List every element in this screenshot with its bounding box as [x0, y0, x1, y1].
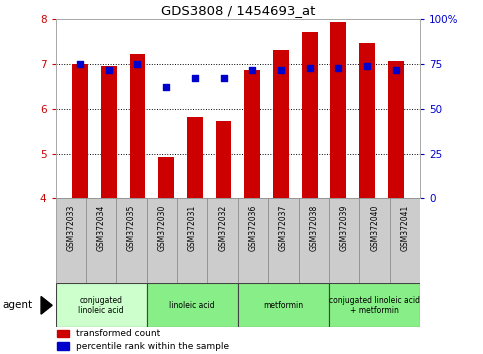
Bar: [56, 198, 86, 283]
Bar: [238, 283, 329, 327]
Text: GSM372035: GSM372035: [127, 205, 136, 251]
Bar: [57, 342, 69, 350]
Bar: [177, 198, 208, 283]
Bar: [238, 198, 268, 283]
Bar: [116, 198, 147, 283]
Bar: [215, 121, 231, 198]
Point: [363, 63, 371, 69]
Point: [306, 65, 313, 70]
Bar: [147, 283, 238, 327]
Text: conjugated linoleic acid
+ metformin: conjugated linoleic acid + metformin: [329, 296, 420, 315]
Point: [334, 65, 342, 70]
Bar: [268, 198, 298, 283]
Text: GSM372039: GSM372039: [340, 205, 349, 251]
Bar: [72, 64, 88, 198]
Bar: [57, 330, 69, 337]
Bar: [147, 198, 177, 283]
Bar: [244, 69, 260, 198]
Bar: [208, 198, 238, 283]
Bar: [388, 61, 404, 198]
Bar: [329, 198, 359, 283]
Point: [220, 76, 227, 81]
Bar: [158, 157, 174, 198]
Text: GSM372031: GSM372031: [188, 205, 197, 251]
Text: GSM372033: GSM372033: [66, 205, 75, 251]
Point: [277, 67, 285, 72]
Text: transformed count: transformed count: [76, 329, 160, 338]
Text: GSM372036: GSM372036: [249, 205, 257, 251]
Point: [134, 61, 142, 67]
Bar: [298, 198, 329, 283]
Bar: [273, 50, 289, 198]
Point: [392, 67, 399, 72]
Bar: [56, 283, 147, 327]
Bar: [101, 67, 116, 198]
Point: [105, 67, 113, 72]
Bar: [86, 198, 116, 283]
Text: GSM372032: GSM372032: [218, 205, 227, 251]
Bar: [330, 22, 346, 198]
Point: [76, 61, 84, 67]
Text: GSM372037: GSM372037: [279, 205, 288, 251]
Bar: [390, 198, 420, 283]
Text: GSM372040: GSM372040: [370, 205, 379, 251]
Polygon shape: [41, 297, 52, 314]
Text: GSM372038: GSM372038: [309, 205, 318, 251]
Bar: [329, 283, 420, 327]
Bar: [302, 32, 317, 198]
Bar: [359, 43, 375, 198]
Point: [248, 67, 256, 72]
Text: metformin: metformin: [263, 301, 303, 310]
Text: percentile rank within the sample: percentile rank within the sample: [76, 342, 229, 350]
Bar: [129, 54, 145, 198]
Point: [191, 76, 199, 81]
Bar: [187, 117, 203, 198]
Text: GSM372030: GSM372030: [157, 205, 167, 251]
Title: GDS3808 / 1454693_at: GDS3808 / 1454693_at: [161, 4, 315, 17]
Point: [162, 85, 170, 90]
Text: linoleic acid: linoleic acid: [170, 301, 215, 310]
Bar: [359, 198, 390, 283]
Text: GSM372041: GSM372041: [400, 205, 410, 251]
Text: conjugated
linoleic acid: conjugated linoleic acid: [78, 296, 124, 315]
Text: agent: agent: [2, 300, 32, 310]
Text: GSM372034: GSM372034: [97, 205, 106, 251]
